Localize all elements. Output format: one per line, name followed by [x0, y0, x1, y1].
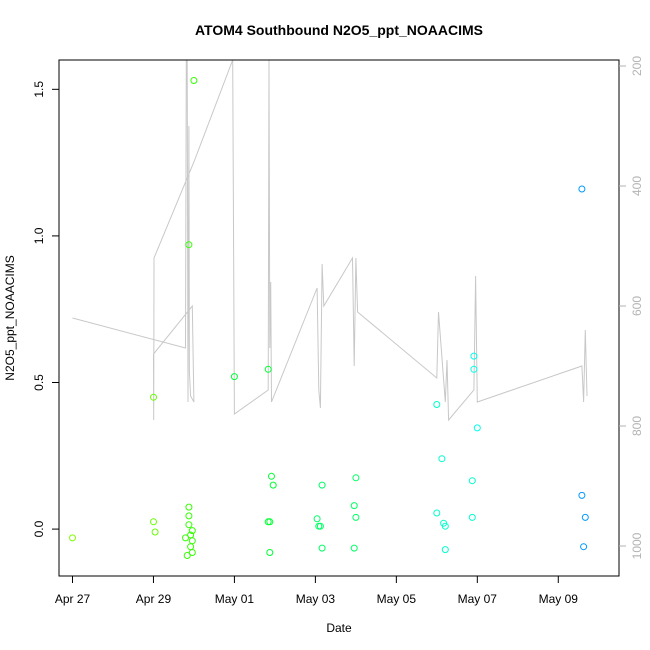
y2-tick-label: 400: [630, 176, 644, 196]
data-point: [578, 185, 586, 193]
data-point: [580, 543, 588, 551]
y2-tick-label: 600: [630, 296, 644, 316]
data-point: [473, 424, 481, 432]
data-point: [188, 527, 196, 535]
plot-frame: [58, 59, 620, 577]
data-point: [268, 472, 275, 480]
data-point: [438, 455, 446, 463]
data-point: [313, 515, 321, 523]
chart-title: ATOM4 Southbound N2O5_ppt_NOAACIMS: [195, 22, 483, 38]
data-point: [433, 509, 441, 517]
data-point: [468, 513, 476, 521]
x-tick-label: May 09: [539, 592, 579, 606]
data-point: [433, 401, 441, 408]
x-tick-label: May 01: [215, 592, 255, 606]
data-point: [352, 474, 360, 482]
data-point: [441, 522, 449, 530]
y-axis: 0.0 0.5 1.0 1.5: [32, 81, 59, 537]
data-point: [350, 544, 358, 552]
data-point: [578, 491, 586, 499]
data-point: [581, 513, 589, 521]
x-tick-label: Apr 27: [55, 592, 91, 606]
x-tick-label: May 03: [296, 592, 336, 606]
data-point: [269, 481, 277, 489]
data-point: [185, 521, 193, 529]
y2-axis: 200 400 600 800 1000: [619, 56, 644, 559]
y2-tick-label: 800: [630, 416, 644, 436]
y-tick-label: 0.0: [32, 520, 46, 537]
data-point: [470, 365, 478, 373]
data-point: [187, 543, 195, 551]
x-tick-label: May 05: [377, 592, 417, 606]
y-tick-label: 0.5: [32, 374, 46, 391]
data-point: [185, 503, 193, 511]
data-points-layer: [69, 77, 589, 559]
altitude-line-layer: [72, 60, 588, 422]
y-tick-label: 1.0: [32, 227, 46, 244]
data-point: [69, 534, 76, 542]
data-point: [230, 373, 238, 381]
data-point: [441, 546, 449, 554]
y-tick-label: 1.5: [32, 81, 46, 98]
data-point: [150, 518, 157, 526]
y2-tick-label: 200: [630, 56, 644, 76]
data-point: [182, 534, 189, 542]
x-axis-label: Date: [326, 621, 352, 635]
data-point: [350, 502, 358, 510]
data-point: [470, 352, 478, 360]
data-point: [183, 552, 191, 559]
data-point: [190, 77, 198, 84]
y2-tick-label: 1000: [630, 532, 644, 559]
y-axis-label: N2O5_ppt_NOAACIMS: [3, 255, 17, 380]
x-tick-label: Apr 29: [136, 592, 172, 606]
altitude-line: [72, 60, 588, 422]
data-point: [352, 513, 360, 521]
x-axis: Apr 27 Apr 29 May 01 May 03 May 05 May 07 May …: [55, 576, 578, 606]
x-tick-label: May 07: [458, 592, 498, 606]
data-point: [150, 393, 157, 401]
data-point: [318, 481, 326, 489]
data-point: [151, 528, 159, 536]
data-point: [185, 512, 193, 520]
data-point: [264, 365, 272, 373]
data-point: [188, 549, 196, 556]
data-point: [316, 522, 324, 530]
data-point: [266, 518, 274, 526]
data-point: [188, 537, 196, 545]
data-point: [468, 477, 476, 485]
data-point: [266, 549, 274, 556]
data-point: [185, 241, 193, 249]
data-point: [318, 544, 326, 552]
